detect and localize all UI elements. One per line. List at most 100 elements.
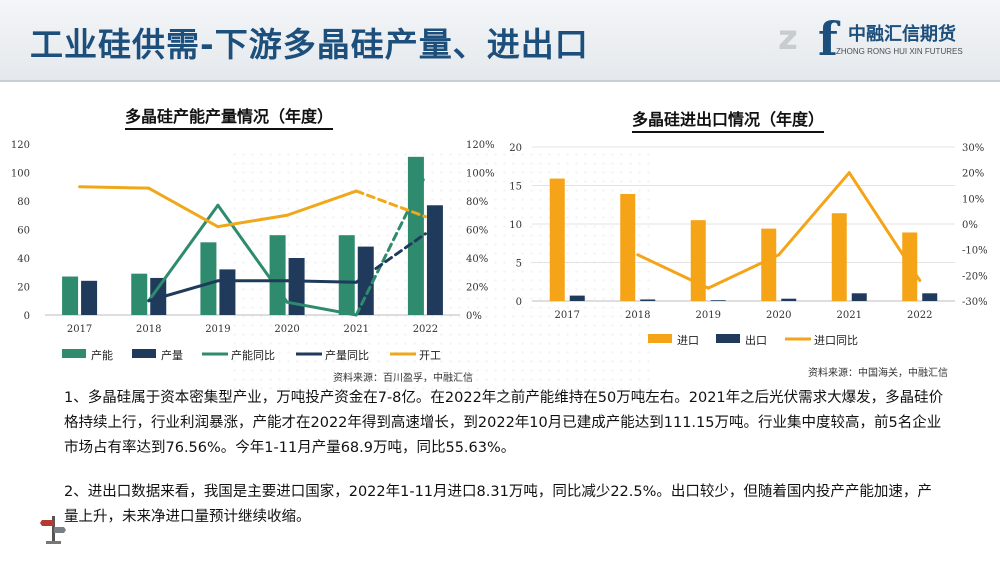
chart1-right-tick-label: 120% (466, 140, 495, 151)
chart1-left-tick-label: 20 (17, 283, 30, 294)
chart1-line-开工 (78, 185, 151, 190)
chart1-right-tick-label: 20% (466, 283, 488, 294)
logo-name-cn: 中融汇信期货 (848, 24, 956, 45)
company-logo: z f 中融汇信期货 ZHONG RONG HUI XIN FUTURES (778, 12, 988, 66)
chart1-category-label: 2022 (413, 324, 438, 335)
chart2-bar-出口 (851, 293, 867, 301)
chart1-bar-产能 (200, 242, 217, 315)
chart2-title: 多晶硅进出口情况（年度） (632, 106, 825, 133)
chart1-line-产能同比 (216, 203, 289, 304)
chart2-category-label: 2021 (837, 310, 862, 321)
chart1-category-label: 2019 (205, 324, 230, 335)
header-divider (0, 80, 1000, 82)
chart2-legend-label: 进口同比 (814, 334, 858, 347)
chart1-line-开工 (285, 189, 358, 217)
chart2-line-进口同比 (636, 253, 710, 290)
chart2-bar-出口 (569, 295, 585, 301)
chart1-line-产能同比 (354, 173, 427, 317)
chart2-right-tick-label: 0% (962, 220, 978, 231)
chart1-right-tick-label: 60% (466, 226, 488, 237)
slide-title: 工业硅供需-下游多晶硅产量、进出口 (30, 25, 589, 64)
chart2-line-进口同比 (847, 171, 922, 282)
chart2-bar-进口 (761, 228, 777, 301)
chart2-source: 资料来源：中国海关，中融汇信 (808, 368, 948, 379)
logo-name-en: ZHONG RONG HUI XIN FUTURES (836, 47, 963, 56)
chart2-left-tick-label: 15 (509, 182, 522, 193)
chart2-left-tick-label: 0 (516, 297, 522, 308)
chart1-bar-产能 (131, 273, 148, 315)
chart2-line-进口同比 (706, 253, 781, 290)
chart1-line-产量同比 (285, 279, 358, 284)
chart2-category-label: 2018 (625, 310, 650, 321)
chart2-category-label: 2019 (696, 310, 721, 321)
chart2-left-tick-label: 10 (509, 220, 522, 231)
analysis-paragraph-2: 2、进出口数据来看，我国是主要进口国家，2022年1-11月进口8.31万吨，同… (64, 484, 932, 525)
chart1-legend-label: 产量 (161, 348, 183, 362)
analysis-paragraph-1: 1、多晶硅属于资本密集型产业，万吨投产资金在7-8亿。在2022年之前产能维持在… (64, 390, 944, 456)
chart1-legend-swatch (132, 349, 156, 358)
chart1-category-label: 2021 (344, 324, 369, 335)
chart1-line-开工 (354, 189, 427, 219)
chart1-category-label: 2018 (136, 324, 161, 335)
chart2-right-tick-label: -30% (962, 297, 988, 308)
chart2-right-tick-label: -10% (962, 246, 988, 257)
chart1-legend-swatch (62, 349, 86, 358)
chart1-line-开工 (216, 213, 289, 229)
chart2-right-tick-label: 30% (962, 143, 984, 154)
chart1-bar-产能 (62, 276, 79, 315)
chart1-right-tick-label: 0% (466, 311, 482, 322)
chart1-legend-label: 产能同比 (231, 348, 275, 362)
chart1-bar-产量 (81, 280, 98, 315)
chart1-right-tick-label: 80% (466, 197, 488, 208)
chart2-legend-label: 出口 (745, 333, 767, 347)
chart2-line-进口同比 (777, 171, 851, 257)
chart1-bar-产能 (338, 235, 355, 315)
chart1-left-tick-label: 60 (17, 226, 30, 237)
chart2-left-tick-label: 20 (509, 143, 522, 154)
chart2-bar-进口 (549, 178, 565, 301)
chart2-bar-进口 (620, 193, 636, 301)
chart1-left-tick-label: 40 (17, 254, 30, 265)
logo-mark-right: f (818, 12, 838, 66)
chart1-line-产量同比 (354, 232, 427, 284)
chart2-bar-出口 (781, 298, 797, 301)
chart1-line-开工 (147, 186, 220, 229)
chart2-left-tick-label: 5 (516, 259, 522, 270)
chart2-right-tick-label: 20% (962, 169, 984, 180)
chart1-left-tick-label: 0 (24, 311, 30, 322)
chart1-right-tick-label: 40% (466, 254, 488, 265)
chart2-bar-出口 (922, 293, 938, 301)
chart2-right-tick-label: 10% (962, 194, 984, 205)
signpost-icon (40, 516, 66, 544)
chart1-bar-产能 (407, 156, 424, 315)
chart1-legend-label: 产能 (91, 348, 113, 362)
chart1-bar-产量 (288, 258, 305, 315)
chart2-legend-label: 进口 (677, 334, 699, 347)
chart2-bar-进口 (831, 213, 847, 301)
chart2-bar-进口 (690, 220, 706, 301)
chart1-right-tick-label: 100% (466, 169, 495, 180)
chart1-line-产量同比 (147, 279, 220, 303)
chart1-left-tick-label: 100 (11, 169, 30, 180)
chart2-legend-swatch (716, 334, 740, 343)
chart2-legend-swatch (648, 334, 672, 343)
chart2-bar-出口 (710, 300, 726, 301)
chart2-category-label: 2022 (907, 310, 932, 321)
chart1-legend-label: 开工 (419, 349, 441, 362)
chart1-category-label: 2017 (67, 324, 92, 335)
chart1-left-tick-label: 120 (11, 140, 30, 151)
chart1-bar-产量 (426, 205, 443, 315)
logo-mark-left: z (778, 18, 798, 58)
chart2-category-label: 2017 (555, 310, 580, 321)
chart1-title: 多晶硅产能产量情况（年度） (125, 103, 334, 130)
chart2-bar-出口 (640, 299, 656, 301)
chart1-bar-产能 (269, 235, 286, 315)
slide-header (0, 0, 1000, 82)
chart1-bar-产量 (357, 246, 374, 315)
chart1-source: 资料来源：百川盈孚，中融汇信 (333, 373, 473, 384)
chart2-category-label: 2020 (766, 310, 791, 321)
chart2-right-tick-label: -20% (962, 271, 988, 282)
chart1-line-产能同比 (285, 300, 358, 317)
chart1-legend-label: 产量同比 (325, 348, 369, 362)
